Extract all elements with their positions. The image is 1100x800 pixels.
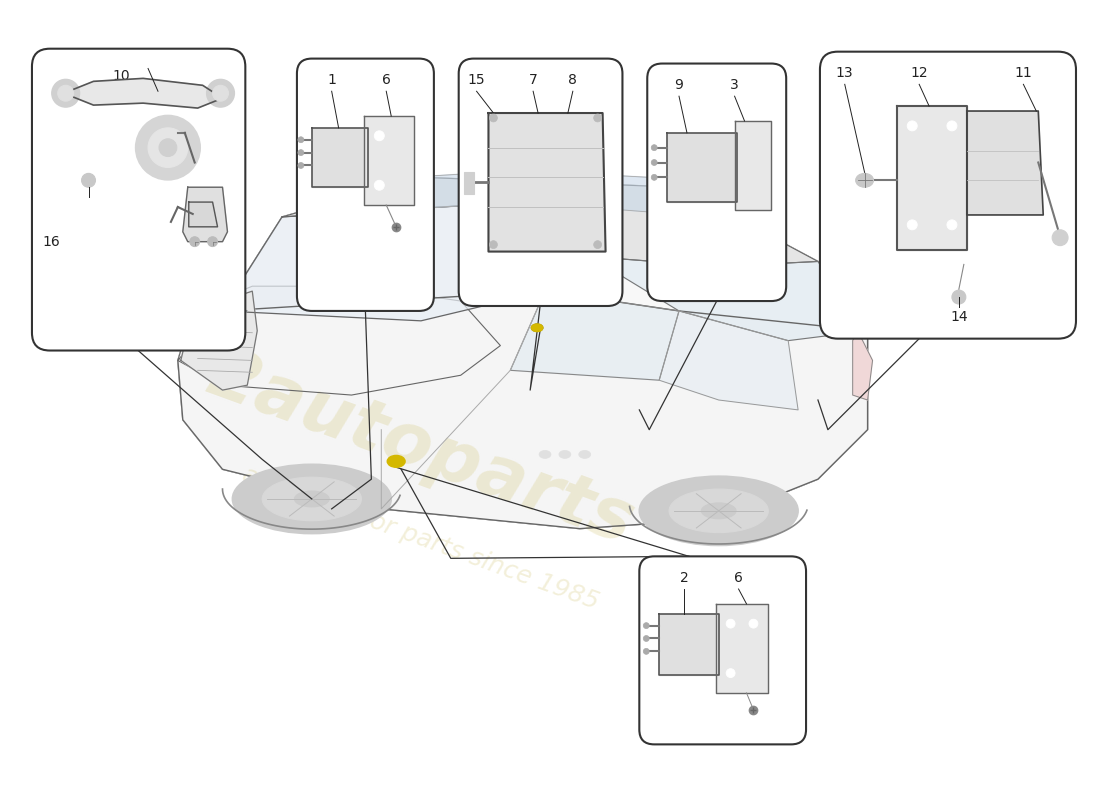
Text: 2: 2 xyxy=(680,571,689,585)
Ellipse shape xyxy=(148,128,188,167)
Polygon shape xyxy=(364,116,414,205)
Polygon shape xyxy=(667,133,737,202)
Polygon shape xyxy=(716,604,768,693)
Ellipse shape xyxy=(160,138,177,157)
Ellipse shape xyxy=(947,220,957,230)
Ellipse shape xyxy=(749,619,758,628)
Polygon shape xyxy=(852,330,872,400)
Ellipse shape xyxy=(52,79,79,107)
Ellipse shape xyxy=(639,476,799,546)
Text: 2autoparts: 2autoparts xyxy=(199,341,644,558)
Ellipse shape xyxy=(295,491,329,507)
Text: 6: 6 xyxy=(382,74,390,87)
Ellipse shape xyxy=(135,115,200,180)
FancyBboxPatch shape xyxy=(459,58,623,306)
Ellipse shape xyxy=(952,290,966,304)
Ellipse shape xyxy=(232,464,392,534)
Ellipse shape xyxy=(490,241,497,249)
Polygon shape xyxy=(735,121,771,210)
Ellipse shape xyxy=(726,619,735,628)
Polygon shape xyxy=(199,303,248,326)
Ellipse shape xyxy=(81,174,96,187)
Ellipse shape xyxy=(207,79,234,107)
Text: 1: 1 xyxy=(327,74,337,87)
Polygon shape xyxy=(282,178,818,266)
Ellipse shape xyxy=(644,622,649,629)
Ellipse shape xyxy=(374,180,384,190)
Ellipse shape xyxy=(908,220,917,230)
Polygon shape xyxy=(183,187,228,242)
Ellipse shape xyxy=(387,455,405,467)
Ellipse shape xyxy=(58,86,74,101)
Ellipse shape xyxy=(669,489,768,533)
Polygon shape xyxy=(362,170,649,212)
Ellipse shape xyxy=(1053,230,1068,246)
Ellipse shape xyxy=(298,162,304,169)
Ellipse shape xyxy=(298,137,304,142)
Polygon shape xyxy=(178,286,501,395)
Text: 10: 10 xyxy=(112,70,130,83)
Polygon shape xyxy=(311,128,368,187)
Ellipse shape xyxy=(856,174,873,187)
Polygon shape xyxy=(180,291,257,390)
Polygon shape xyxy=(178,178,868,529)
Text: 9: 9 xyxy=(674,78,683,92)
Polygon shape xyxy=(659,311,799,410)
Polygon shape xyxy=(178,291,868,529)
FancyBboxPatch shape xyxy=(297,58,433,311)
Text: 13: 13 xyxy=(836,66,854,81)
Ellipse shape xyxy=(644,635,649,642)
FancyBboxPatch shape xyxy=(820,52,1076,338)
Ellipse shape xyxy=(651,174,657,180)
Ellipse shape xyxy=(559,450,571,458)
Ellipse shape xyxy=(947,121,957,131)
Text: 3: 3 xyxy=(730,78,739,92)
Ellipse shape xyxy=(579,450,591,458)
FancyBboxPatch shape xyxy=(639,556,806,744)
Polygon shape xyxy=(222,202,544,321)
Bar xyxy=(464,172,474,194)
Polygon shape xyxy=(510,291,679,380)
Text: 6: 6 xyxy=(734,571,742,585)
Text: 8: 8 xyxy=(569,74,578,87)
FancyBboxPatch shape xyxy=(647,63,786,301)
Ellipse shape xyxy=(531,324,543,332)
Polygon shape xyxy=(659,614,718,675)
Ellipse shape xyxy=(531,324,543,332)
Ellipse shape xyxy=(651,159,657,166)
Ellipse shape xyxy=(594,241,602,249)
Text: 12: 12 xyxy=(911,66,928,81)
Text: 7: 7 xyxy=(529,74,538,87)
Ellipse shape xyxy=(374,131,384,141)
Ellipse shape xyxy=(208,237,218,246)
Text: 14: 14 xyxy=(950,310,968,324)
Ellipse shape xyxy=(262,477,362,521)
Ellipse shape xyxy=(594,114,602,122)
Ellipse shape xyxy=(490,114,497,122)
Ellipse shape xyxy=(189,237,200,246)
Polygon shape xyxy=(488,113,606,251)
Polygon shape xyxy=(189,202,218,227)
Polygon shape xyxy=(590,257,868,341)
Ellipse shape xyxy=(908,121,917,131)
Ellipse shape xyxy=(702,503,736,518)
FancyArrow shape xyxy=(74,658,202,726)
Text: 11: 11 xyxy=(1014,66,1032,81)
Polygon shape xyxy=(64,78,222,108)
Ellipse shape xyxy=(212,86,229,101)
Polygon shape xyxy=(967,111,1043,215)
FancyBboxPatch shape xyxy=(32,49,245,350)
Text: 15: 15 xyxy=(468,74,485,87)
Ellipse shape xyxy=(539,450,551,458)
Text: a passion for parts since 1985: a passion for parts since 1985 xyxy=(240,462,603,614)
Ellipse shape xyxy=(298,150,304,155)
Ellipse shape xyxy=(651,145,657,150)
Ellipse shape xyxy=(644,648,649,654)
Ellipse shape xyxy=(726,669,735,678)
Polygon shape xyxy=(898,106,967,250)
Text: 16: 16 xyxy=(43,234,60,249)
